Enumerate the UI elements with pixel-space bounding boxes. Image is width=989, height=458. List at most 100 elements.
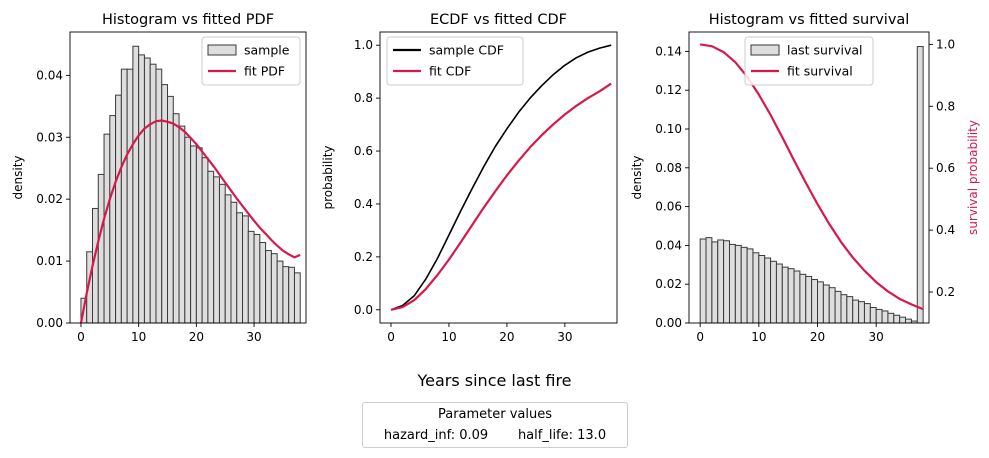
histogram-bar [887, 312, 895, 324]
histogram-bar [852, 299, 860, 324]
histogram-bar [172, 113, 180, 324]
histogram-bar [259, 242, 267, 324]
histogram-bar [236, 212, 244, 324]
y-tick-label: 0.02 [655, 277, 682, 291]
legend-entry-label: sample CDF [429, 43, 504, 58]
x-tick-label: 30 [869, 330, 884, 344]
histogram-bar [828, 287, 836, 324]
histogram-bar [276, 260, 284, 324]
y-right-tick-label: 0.4 [936, 223, 955, 237]
histogram-bar [97, 173, 105, 324]
histogram-bar [746, 248, 754, 324]
y-right-tick-label: 0.8 [936, 99, 955, 113]
y-axis-label: density [11, 156, 25, 200]
histogram-bar [230, 201, 238, 324]
series-line-2 [699, 43, 924, 311]
y-right-tick-label: 0.6 [936, 161, 955, 175]
histogram-bar [822, 284, 830, 324]
histogram-bar [717, 239, 725, 324]
histogram-bar [916, 46, 924, 324]
figure-canvas: Histogram vs fitted PDF 0 10 20 30 0.00 0.01 0.… [11, 12, 980, 344]
histogram-bar [899, 316, 907, 324]
histogram-bar [155, 68, 163, 324]
histogram-bar [840, 294, 848, 324]
histogram-bar [764, 257, 772, 324]
histogram-bar [734, 244, 742, 324]
histogram-bar [218, 183, 226, 324]
y-tick-label: 0.01 [36, 254, 63, 268]
histogram-bar [282, 266, 290, 324]
histogram-bar [190, 145, 197, 324]
histogram-bar [858, 301, 865, 324]
chart-title: Histogram vs fitted PDF [102, 12, 274, 28]
histogram-bar [293, 272, 301, 324]
histogram-bar [846, 296, 854, 324]
y-tick-label: 0.4 [354, 197, 373, 211]
y-tick-label: 0.06 [655, 200, 682, 214]
histogram-bar [770, 260, 777, 324]
histogram-bar [817, 281, 824, 324]
x-tick-label: 10 [131, 330, 146, 344]
figure-xlabel: Years since last fire [417, 371, 572, 390]
legend-swatch-bar [750, 44, 780, 56]
x-tick-label: 10 [441, 330, 456, 344]
parameter-legend: Parameter values hazard_inf: 0.09 half_l… [362, 402, 628, 448]
legend-entry-label: fit CDF [429, 64, 471, 79]
y-right-tick-label: 1.0 [936, 37, 955, 51]
histogram-bar [881, 310, 889, 324]
histogram-bar [143, 57, 151, 324]
histogram-bar [242, 215, 249, 324]
y-tick-label: 1.0 [354, 38, 373, 52]
y-tick-label: 0.02 [36, 192, 63, 206]
chart-panel-3: Histogram vs fitted survival 0 10 20 30 0.00 0… [630, 12, 980, 344]
histogram-bar [126, 68, 134, 324]
y-right-axis-label: survival probability [966, 120, 980, 235]
y-tick-label: 0.04 [655, 238, 682, 252]
series-line-2 [79, 119, 301, 324]
y-tick-label: 0.2 [354, 250, 373, 264]
legend-entry-label: last survival [787, 43, 863, 58]
y-tick-label: 0.6 [354, 144, 373, 158]
x-tick-label: 30 [246, 330, 261, 344]
histogram-bar [752, 252, 760, 324]
axes-frame [69, 31, 307, 324]
histogram-bar [834, 290, 842, 324]
histogram-bar [184, 136, 192, 324]
histogram-bar [138, 54, 145, 324]
y-tick-label: 0.8 [354, 91, 373, 105]
histogram-bar [247, 230, 255, 324]
x-tick-label: 0 [696, 330, 704, 344]
histogram-bar [224, 194, 232, 324]
histogram-bar [265, 250, 272, 324]
x-tick-label: 20 [189, 330, 204, 344]
x-tick-label: 0 [387, 330, 395, 344]
histogram-bar [740, 246, 748, 324]
chart-legend: sample CDF fit CDF [386, 36, 524, 86]
y-axis-label: density [630, 156, 644, 200]
x-tick-label: 10 [751, 330, 766, 344]
axes-frame [688, 31, 930, 324]
histogram-bar [863, 303, 871, 324]
histogram-bar [178, 125, 186, 324]
parameter-hazard-inf: hazard_inf: 0.09 [383, 428, 489, 443]
histogram-bar [253, 233, 261, 324]
parameter-legend-title: Parameter values [437, 407, 553, 422]
histogram-bar [758, 254, 766, 324]
histogram-bar [905, 318, 912, 324]
axes-frame [379, 31, 618, 324]
histogram-bar [875, 308, 883, 324]
parameter-half-life: half_life: 13.0 [517, 428, 607, 443]
histogram-bar [869, 306, 877, 324]
histogram-bar [167, 95, 174, 324]
x-tick-label: 20 [810, 330, 825, 344]
series-line-1 [390, 44, 612, 311]
y-tick-label: 0.00 [36, 316, 63, 330]
histogram-bar [705, 237, 713, 324]
histogram-bar [270, 253, 278, 324]
histogram-bar [723, 240, 730, 324]
y-tick-label: 0.08 [655, 161, 682, 175]
x-tick-label: 20 [499, 330, 514, 344]
parameter-legend-items: hazard_inf: 0.09 half_life: 13.0 [363, 428, 627, 443]
histogram-bar [711, 241, 719, 324]
y-tick-label: 0.12 [655, 83, 682, 97]
